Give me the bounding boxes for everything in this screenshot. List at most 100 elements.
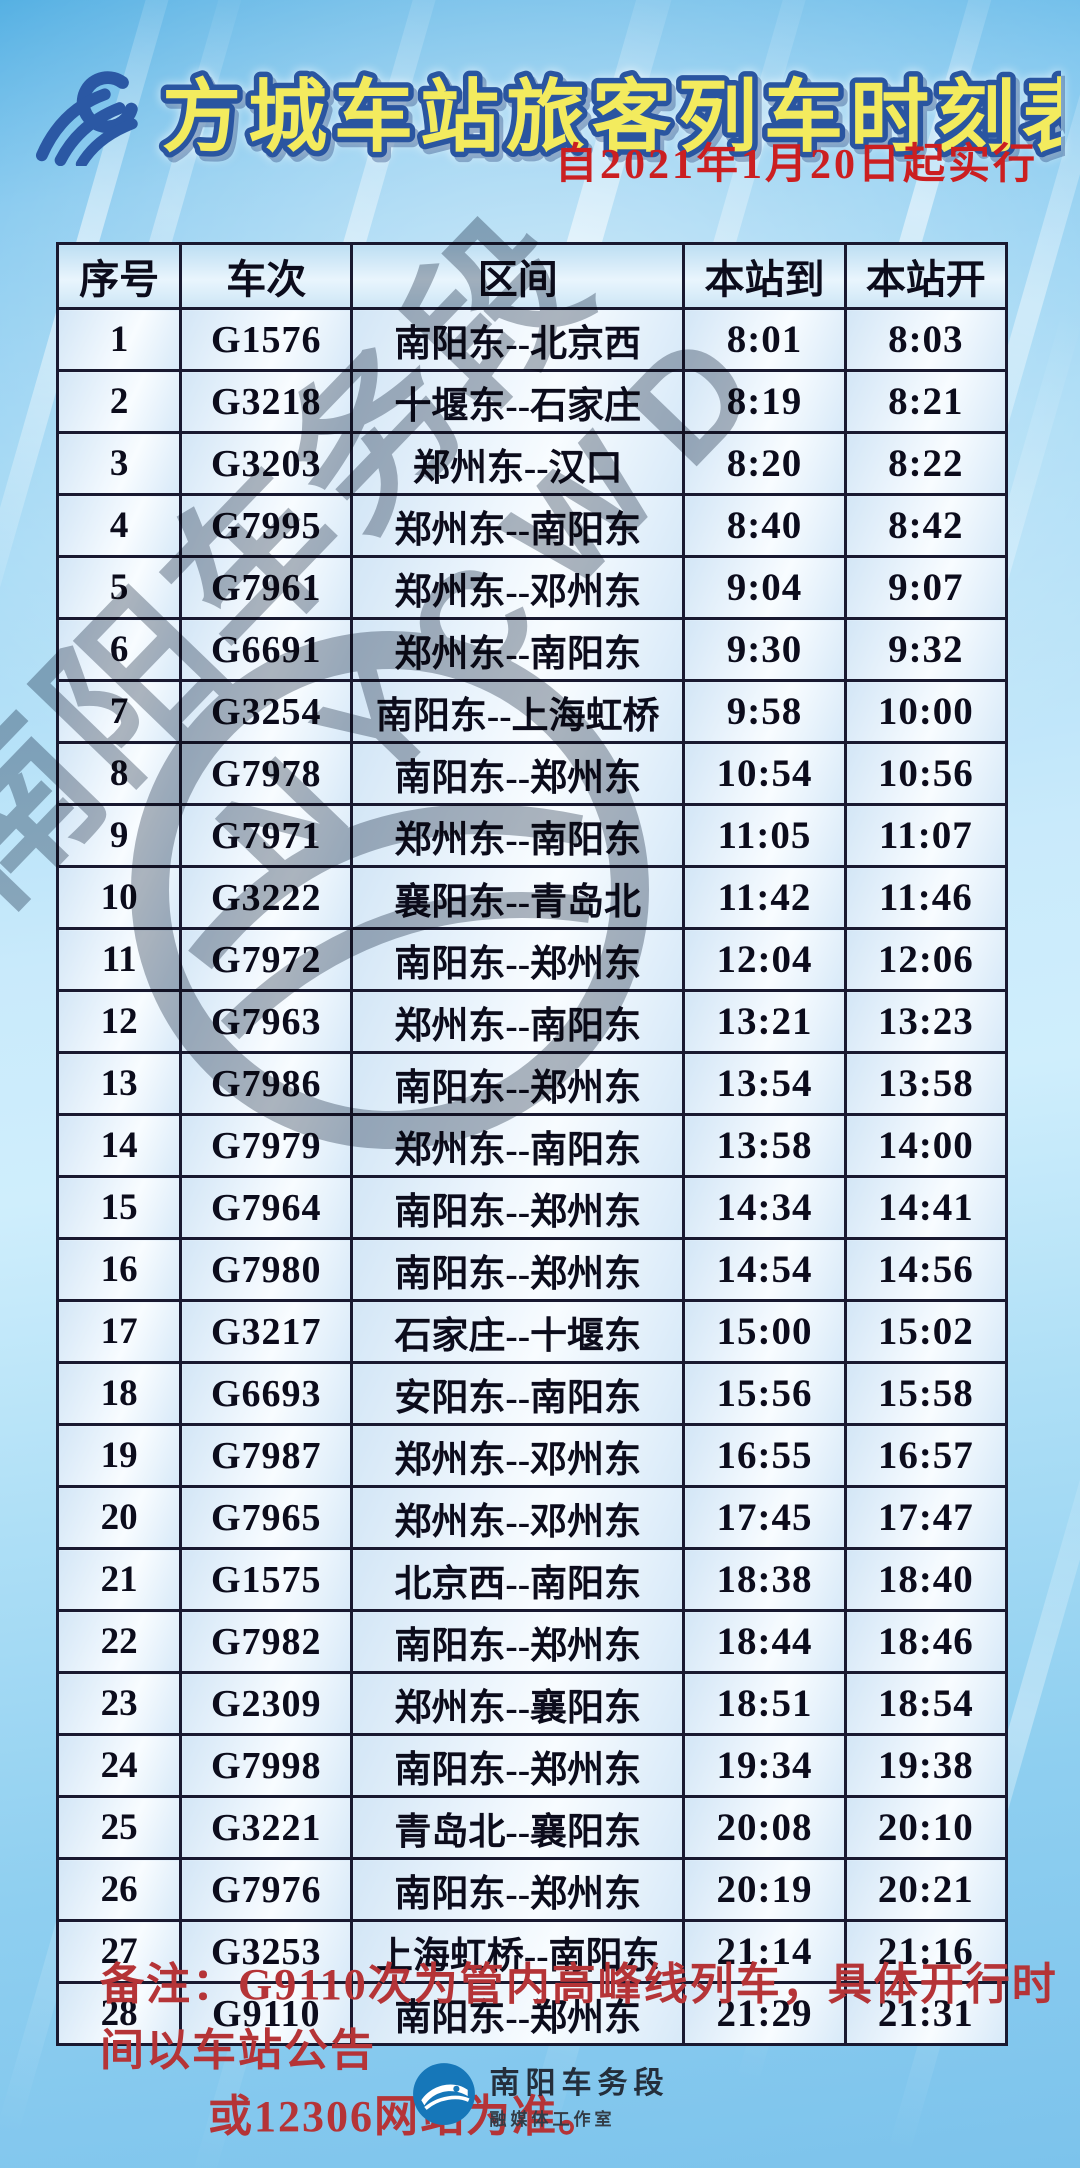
footer-studio: 融媒体工作室	[489, 2110, 616, 2129]
cell-train: G7986	[179, 1051, 354, 1116]
cell-route: 南阳东--郑州东	[350, 1609, 686, 1674]
cell-route: 南阳东--北京西	[350, 307, 686, 372]
cell-depart: 15:02	[843, 1299, 1009, 1364]
cell-train: G7995	[179, 493, 354, 558]
cell-arrive: 17:45	[682, 1485, 847, 1550]
cell-route: 十堰东--石家庄	[350, 369, 686, 434]
table-row: 3 G3203 郑州东--汉口 8:20 8:22	[55, 431, 1009, 496]
cell-index: 8	[55, 741, 183, 806]
cell-index: 23	[55, 1671, 183, 1736]
cell-route: 石家庄--十堰东	[350, 1299, 686, 1364]
table-row: 7 G3254 南阳东--上海虹桥 9:58 10:00	[55, 679, 1009, 744]
cell-index: 22	[55, 1609, 183, 1674]
cell-depart: 11:46	[843, 865, 1009, 930]
train-timetable: 序号 车次 区间 本站到 本站开 1 G1576 南阳东--北京西 8:01 8…	[55, 242, 1009, 2046]
cell-route: 南阳东--郑州东	[350, 1981, 686, 2046]
cell-index: 19	[55, 1423, 183, 1488]
cell-arrive: 18:44	[682, 1609, 847, 1674]
cell-train: G7965	[179, 1485, 354, 1550]
table-row: 1 G1576 南阳东--北京西 8:01 8:03	[55, 307, 1009, 372]
cell-arrive: 8:01	[682, 307, 847, 372]
cell-index: 21	[55, 1547, 183, 1612]
cell-route: 郑州东--南阳东	[350, 617, 686, 682]
cell-train: G7998	[179, 1733, 354, 1798]
cell-arrive: 15:56	[682, 1361, 847, 1426]
cell-index: 27	[55, 1919, 183, 1984]
cell-train: G7976	[179, 1857, 354, 1922]
cell-arrive: 9:30	[682, 617, 847, 682]
cell-route: 郑州东--邓州东	[350, 1485, 686, 1550]
cell-index: 6	[55, 617, 183, 682]
cell-depart: 8:03	[843, 307, 1009, 372]
cell-train: G3221	[179, 1795, 354, 1860]
effective-date: 自2021年1月20日起实行	[554, 142, 1038, 188]
cell-index: 1	[55, 307, 183, 372]
cell-arrive: 14:54	[682, 1237, 847, 1302]
cell-train: G7963	[179, 989, 354, 1054]
remark-note: 备注：G9110次为管内高峰线列车，具体开行时间以车站公告 或12306网站为准…	[100, 1952, 1080, 2150]
table-row: 24 G7998 南阳东--郑州东 19:34 19:38	[55, 1733, 1009, 1798]
cell-train: G3203	[179, 431, 354, 496]
cell-train: G7987	[179, 1423, 354, 1488]
table-row: 17 G3217 石家庄--十堰东 15:00 15:02	[55, 1299, 1009, 1364]
cell-route: 南阳东--郑州东	[350, 741, 686, 806]
cell-train: G7964	[179, 1175, 354, 1240]
cell-route: 郑州东--南阳东	[350, 1113, 686, 1178]
cell-index: 4	[55, 493, 183, 558]
cell-depart: 12:06	[843, 927, 1009, 992]
cell-train: G7971	[179, 803, 354, 868]
cell-route: 南阳东--郑州东	[350, 1051, 686, 1116]
cell-route: 青岛北--襄阳东	[350, 1795, 686, 1860]
header-row: 序号 车次 区间 本站到 本站开	[55, 242, 1009, 310]
cell-train: G3253	[179, 1919, 354, 1984]
cell-route: 南阳东--郑州东	[350, 1733, 686, 1798]
cell-train: G7980	[179, 1237, 354, 1302]
table-row: 28 G9110 南阳东--郑州东 21:29 21:31	[55, 1981, 1009, 2046]
table-row: 27 G3253 上海虹桥--南阳东 21:14 21:16	[55, 1919, 1009, 1984]
cell-route: 襄阳东--青岛北	[350, 865, 686, 930]
cell-route: 北京西--南阳东	[350, 1547, 686, 1612]
cell-route: 郑州东--南阳东	[350, 493, 686, 558]
cell-train: G3222	[179, 865, 354, 930]
cell-train: G7978	[179, 741, 354, 806]
cell-route: 郑州东--南阳东	[350, 803, 686, 868]
table-row: 5 G7961 郑州东--邓州东 9:04 9:07	[55, 555, 1009, 620]
cell-arrive: 13:54	[682, 1051, 847, 1116]
cell-depart: 14:00	[843, 1113, 1009, 1178]
cell-depart: 16:57	[843, 1423, 1009, 1488]
cell-index: 14	[55, 1113, 183, 1178]
cell-route: 郑州东--邓州东	[350, 555, 686, 620]
cell-train: G3254	[179, 679, 354, 744]
remark-line-1: 备注：G9110次为管内高峰线列车，具体开行时间以车站公告	[100, 1960, 1058, 2075]
cell-index: 28	[55, 1981, 183, 2046]
cell-depart: 10:56	[843, 741, 1009, 806]
cell-depart: 21:16	[843, 1919, 1009, 1984]
table-row: 15 G7964 南阳东--郑州东 14:34 14:41	[55, 1175, 1009, 1240]
cell-index: 11	[55, 927, 183, 992]
cell-depart: 20:21	[843, 1857, 1009, 1922]
cell-arrive: 20:19	[682, 1857, 847, 1922]
cell-arrive: 20:08	[682, 1795, 847, 1860]
table-row: 2 G3218 十堰东--石家庄 8:19 8:21	[55, 369, 1009, 434]
cell-depart: 9:07	[843, 555, 1009, 620]
cell-train: G3218	[179, 369, 354, 434]
col-header-train: 车次	[179, 242, 354, 310]
table-row: 19 G7987 郑州东--邓州东 16:55 16:57	[55, 1423, 1009, 1488]
cell-route: 郑州东--南阳东	[350, 989, 686, 1054]
cell-route: 郑州东--襄阳东	[350, 1671, 686, 1736]
table-row: 13 G7986 南阳东--郑州东 13:54 13:58	[55, 1051, 1009, 1116]
cell-depart: 8:21	[843, 369, 1009, 434]
cell-index: 17	[55, 1299, 183, 1364]
cell-arrive: 9:04	[682, 555, 847, 620]
cell-depart: 13:23	[843, 989, 1009, 1054]
cell-train: G3217	[179, 1299, 354, 1364]
cell-index: 12	[55, 989, 183, 1054]
cell-route: 安阳东--南阳东	[350, 1361, 686, 1426]
cell-depart: 14:56	[843, 1237, 1009, 1302]
table-row: 9 G7971 郑州东--南阳东 11:05 11:07	[55, 803, 1009, 868]
cell-index: 20	[55, 1485, 183, 1550]
timetable-header: 序号 车次 区间 本站到 本站开	[55, 242, 1009, 310]
cell-train: G2309	[179, 1671, 354, 1736]
cell-depart: 14:41	[843, 1175, 1009, 1240]
cell-arrive: 21:29	[682, 1981, 847, 2046]
